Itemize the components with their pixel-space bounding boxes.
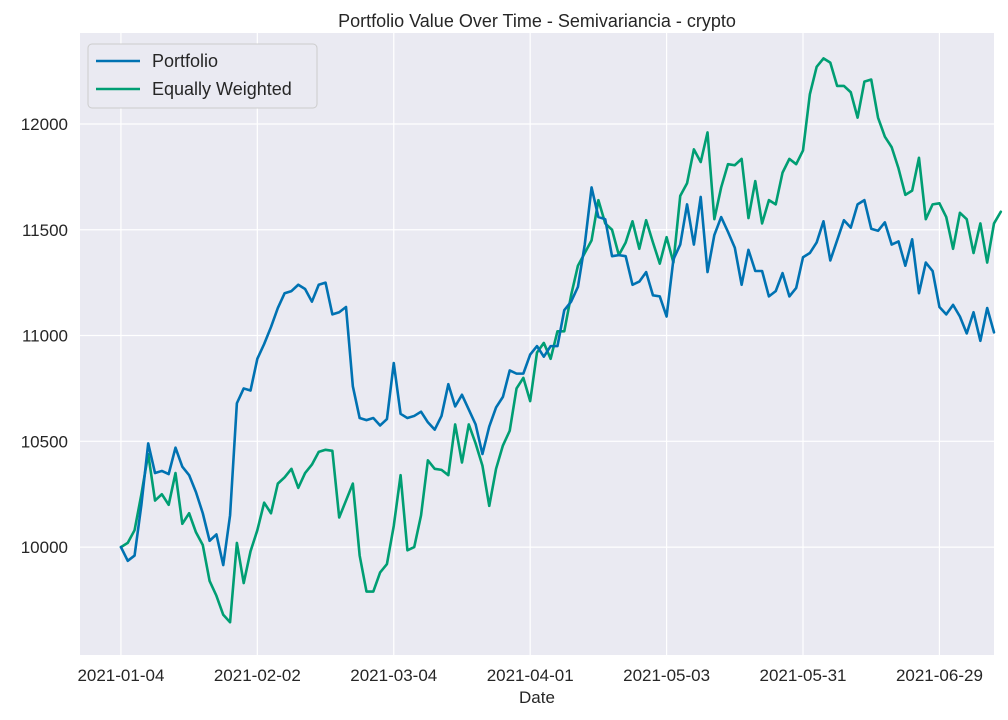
legend: Portfolio Equally Weighted xyxy=(87,43,318,109)
x-gridlines xyxy=(120,33,941,655)
y-tick-label: 11000 xyxy=(22,327,68,346)
plot-background xyxy=(80,33,994,655)
x-axis-label: Date xyxy=(519,688,555,707)
x-tick-label: 2021-03-04 xyxy=(350,666,437,685)
legend-label-portfolio: Portfolio xyxy=(152,51,218,71)
x-tick-label: 2021-02-02 xyxy=(214,666,301,685)
series-line-portfolio xyxy=(119,186,996,567)
x-tick-label: 2021-05-31 xyxy=(760,666,847,685)
legend-label-equally-weighted: Equally Weighted xyxy=(152,79,292,99)
series-lines xyxy=(119,57,1003,624)
y-tick-label: 10500 xyxy=(21,432,68,451)
x-tick-label: 2021-05-03 xyxy=(623,666,710,685)
x-tick-label: 2021-04-01 xyxy=(487,666,574,685)
x-tick-label: 2021-06-29 xyxy=(896,666,983,685)
chart-title: Portfolio Value Over Time - Semivarianci… xyxy=(338,11,736,31)
x-tick-label: 2021-01-04 xyxy=(77,666,164,685)
legend-box xyxy=(87,43,318,109)
y-tick-labels: 10000 10500 11000 11500 12000 xyxy=(21,115,68,557)
y-tick-label: 11500 xyxy=(22,221,68,240)
y-tick-label: 12000 xyxy=(21,115,68,134)
y-tick-label: 10000 xyxy=(21,538,68,557)
x-tick-labels: 2021-01-04 2021-02-02 2021-03-04 2021-04-01… xyxy=(77,666,982,685)
